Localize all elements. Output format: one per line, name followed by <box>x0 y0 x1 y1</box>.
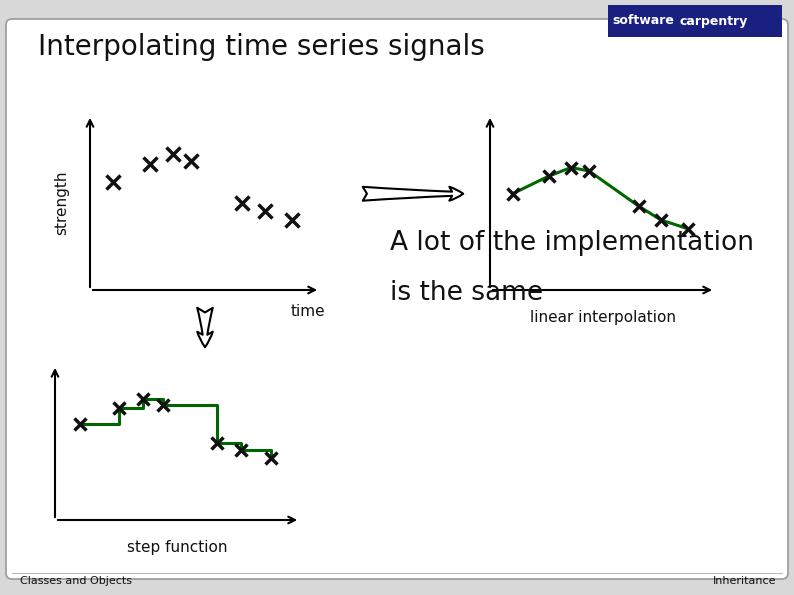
Text: time: time <box>291 304 325 319</box>
Text: strength: strength <box>55 170 70 235</box>
Text: linear interpolation: linear interpolation <box>530 310 676 325</box>
FancyBboxPatch shape <box>6 19 788 579</box>
FancyBboxPatch shape <box>608 5 782 37</box>
Text: step function: step function <box>127 540 228 555</box>
Text: carpentry: carpentry <box>680 14 749 27</box>
Text: Inheritance: Inheritance <box>712 576 776 586</box>
Text: software: software <box>612 14 674 27</box>
Text: A lot of the implementation: A lot of the implementation <box>390 230 754 256</box>
Text: is the same: is the same <box>390 280 543 306</box>
Text: Classes and Objects: Classes and Objects <box>20 576 132 586</box>
Text: Interpolating time series signals: Interpolating time series signals <box>38 33 485 61</box>
